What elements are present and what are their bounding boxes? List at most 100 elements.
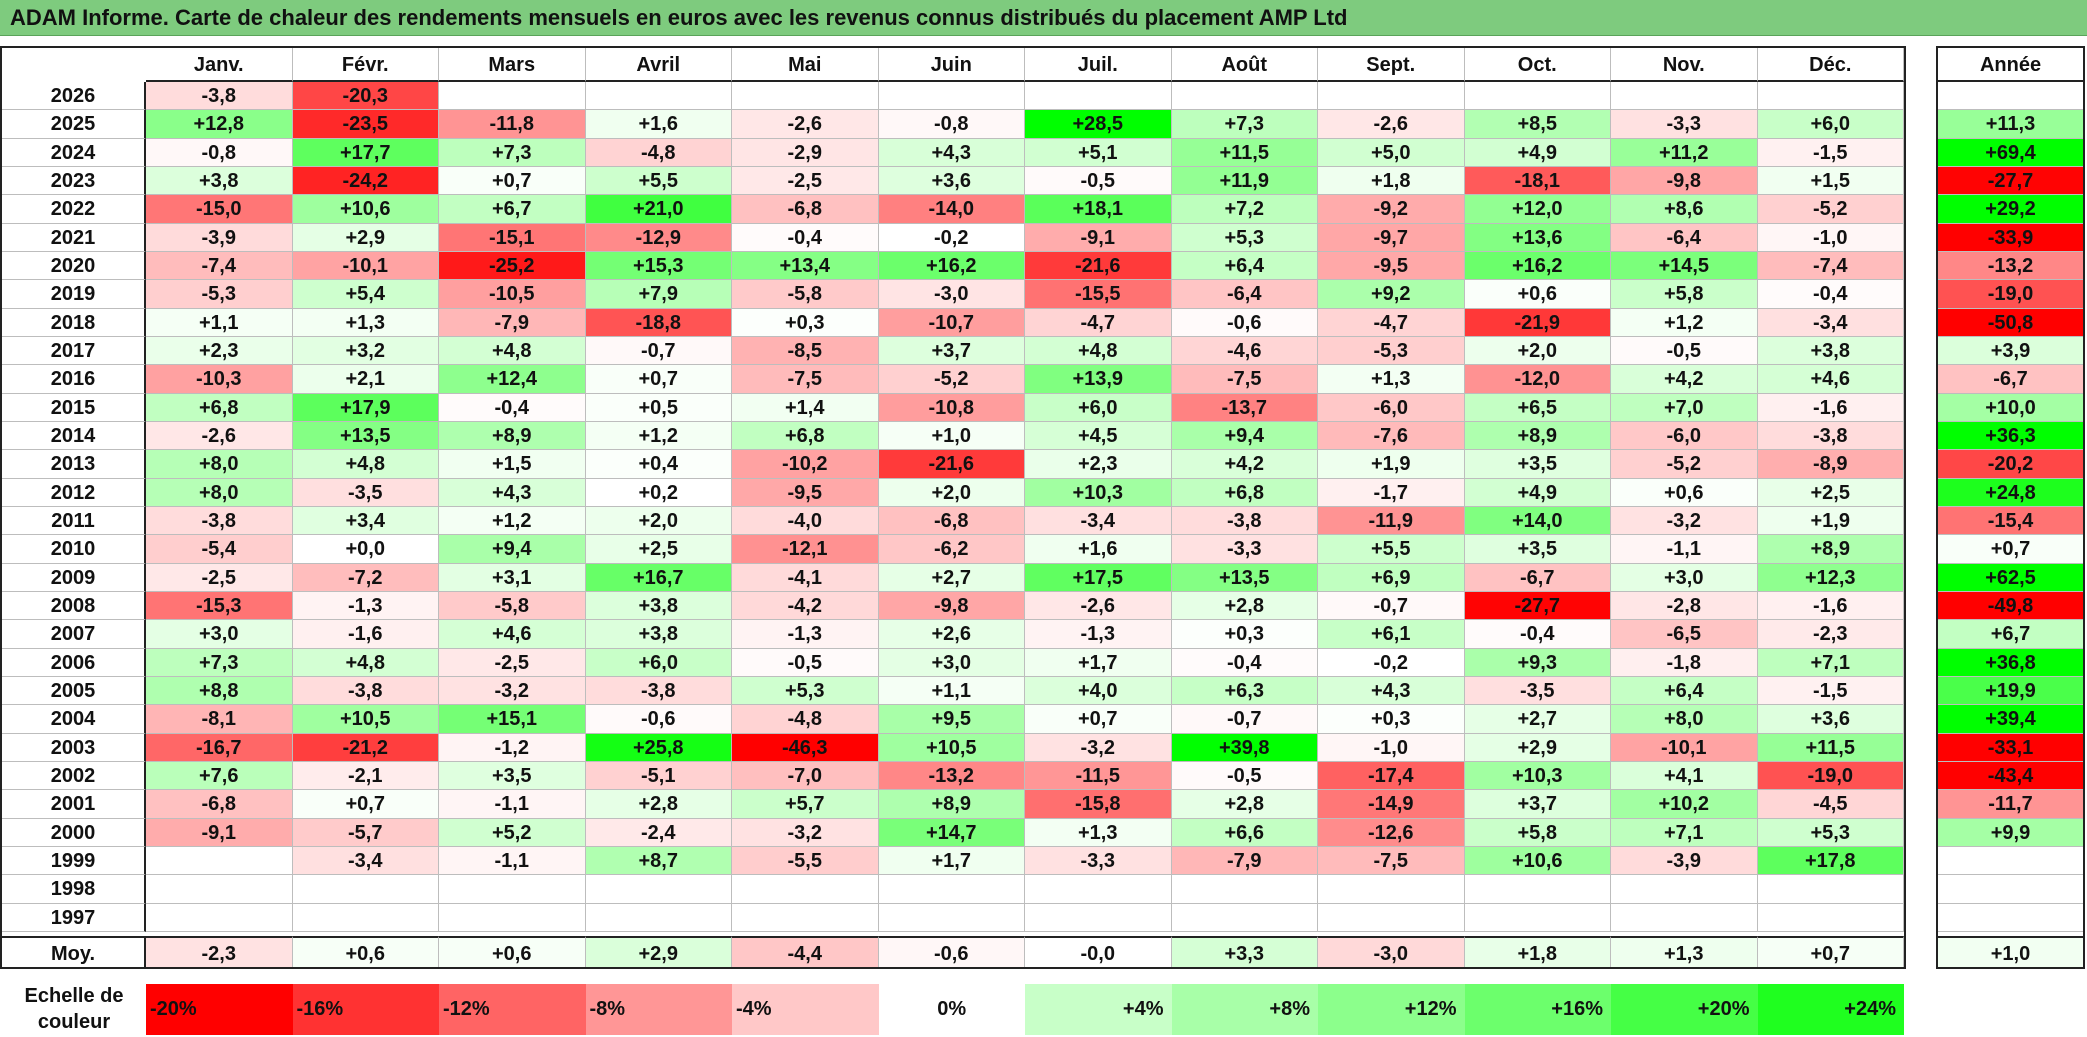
heatmap-cell: -19,0 [1757,761,1904,791]
annual-cell: +6,7 [1938,620,2084,649]
heatmap-cell: -6,8 [732,195,879,224]
heatmap-cell: -0,5 [1611,336,1758,366]
heatmap-cell: -12,0 [1464,365,1611,394]
heatmap-cell: +6,3 [1171,676,1318,706]
heatmap-cell: -14,9 [1318,790,1465,819]
heatmap-cell: -6,4 [1171,280,1318,309]
heatmap-cell: -6,4 [1611,223,1758,252]
heatmap-cell: -0,4 [1757,280,1904,309]
heatmap-cell: +6,9 [1318,563,1465,592]
month-header: Oct. [1464,48,1611,82]
annual-cell: -13,2 [1938,251,2084,281]
heatmap-cell: -1,1 [1611,535,1758,564]
heatmap-cell: +5,8 [1611,280,1758,309]
heatmap-cell: -0,4 [439,393,586,422]
average-cell: +0,6 [292,935,439,968]
year-label: 2012 [2,478,146,507]
heatmap-cell: -2,6 [1025,591,1172,621]
month-header: Avril [585,48,732,82]
heatmap-cell: +0,3 [1318,705,1465,734]
heatmap-cell: +1,1 [146,308,293,337]
heatmap-cell: -15,0 [146,195,293,224]
heatmap-cell: -7,0 [732,761,879,791]
heatmap-cell: -3,3 [1611,110,1758,139]
heatmap-cell: -10,1 [292,251,439,281]
color-scale-swatch: +12% [1318,983,1465,1035]
heatmap-cell: +6,8 [732,421,879,451]
heatmap-cell: +3,2 [292,336,439,366]
heatmap-cell: -6,8 [878,506,1025,536]
heatmap-cell: -2,5 [732,166,879,196]
heatmap-cell: +2,9 [292,223,439,252]
heatmap-cell: -21,9 [1464,308,1611,337]
heatmap-cell: -4,0 [732,506,879,536]
heatmap-cell: +1,2 [585,421,732,451]
heatmap-cell: +0,3 [1171,620,1318,649]
heatmap-cell: +0,6 [1464,280,1611,309]
heatmap-cell: -5,3 [146,280,293,309]
heatmap-cell: -18,8 [585,308,732,337]
heatmap-cell: +8,9 [439,421,586,451]
color-scale-swatch: -20% [146,983,293,1035]
heatmap-cell: -13,7 [1171,393,1318,422]
heatmap-cell: +6,5 [1464,393,1611,422]
heatmap-cell: +5,7 [732,790,879,819]
heatmap-cell: +6,0 [1025,393,1172,422]
color-scale-swatch: -8% [585,983,732,1035]
heatmap-cell: +4,3 [439,478,586,507]
average-cell: +2,9 [585,935,732,968]
year-label: 2002 [2,761,146,791]
average-cell: +1,3 [1611,935,1758,968]
month-header: Mai [732,48,879,82]
heatmap-cell: +3,1 [439,563,586,592]
year-label: 2005 [2,676,146,706]
heatmap-cell: +2,8 [585,790,732,819]
heatmap-cell: -3,8 [1171,506,1318,536]
heatmap-cell: -1,6 [1757,591,1904,621]
heatmap-cell: +4,3 [878,138,1025,167]
heatmap-cell [146,846,293,876]
heatmap-cell: -11,9 [1318,506,1465,536]
heatmap-cell: +2,0 [878,478,1025,507]
year-label: 2025 [2,110,146,139]
heatmap-cell: -7,6 [1318,421,1465,451]
heatmap-cell: -5,2 [878,365,1025,394]
heatmap-cell [878,903,1025,932]
year-label: 2019 [2,280,146,309]
heatmap-cell: -9,8 [1611,166,1758,196]
heatmap-cell: +1,4 [732,393,879,422]
year-label: 1999 [2,846,146,876]
heatmap-cell: +1,0 [878,421,1025,451]
heatmap-cell: -14,0 [878,195,1025,224]
heatmap-cell: +2,9 [1464,733,1611,762]
average-label: Moy. [2,935,146,968]
heatmap-cell: +6,1 [1318,620,1465,649]
annual-cell [1938,82,2084,111]
month-header: Janv. [146,48,293,82]
annual-cell: -33,1 [1938,733,2084,762]
heatmap-cell: +0,6 [1611,478,1758,507]
heatmap-cell: +5,1 [1025,138,1172,167]
year-label: 1997 [2,903,146,932]
heatmap-cell: +5,5 [1318,535,1465,564]
heatmap-cell [1318,82,1465,111]
heatmap-cell: +1,7 [878,846,1025,876]
heatmap-cell: -3,5 [292,478,439,507]
average-annual-cell: +1,0 [1938,935,2084,968]
heatmap-cell: +4,6 [1757,365,1904,394]
heatmap-cell: -5,8 [732,280,879,309]
annual-cell: +3,9 [1938,336,2084,366]
year-label: 2024 [2,138,146,167]
heatmap-cell: -0,8 [878,110,1025,139]
annual-cell: +19,9 [1938,676,2084,706]
annual-cell: -20,2 [1938,450,2084,479]
heatmap-cell: +10,3 [1464,761,1611,791]
heatmap-cell: +0,0 [292,535,439,564]
heatmap-cell: -2,1 [292,761,439,791]
heatmap-cell: +17,9 [292,393,439,422]
heatmap-cell: +6,6 [1171,818,1318,847]
heatmap-cell: +7,6 [146,761,293,791]
annual-cell: +39,4 [1938,705,2084,734]
heatmap-cell: -5,5 [732,846,879,876]
